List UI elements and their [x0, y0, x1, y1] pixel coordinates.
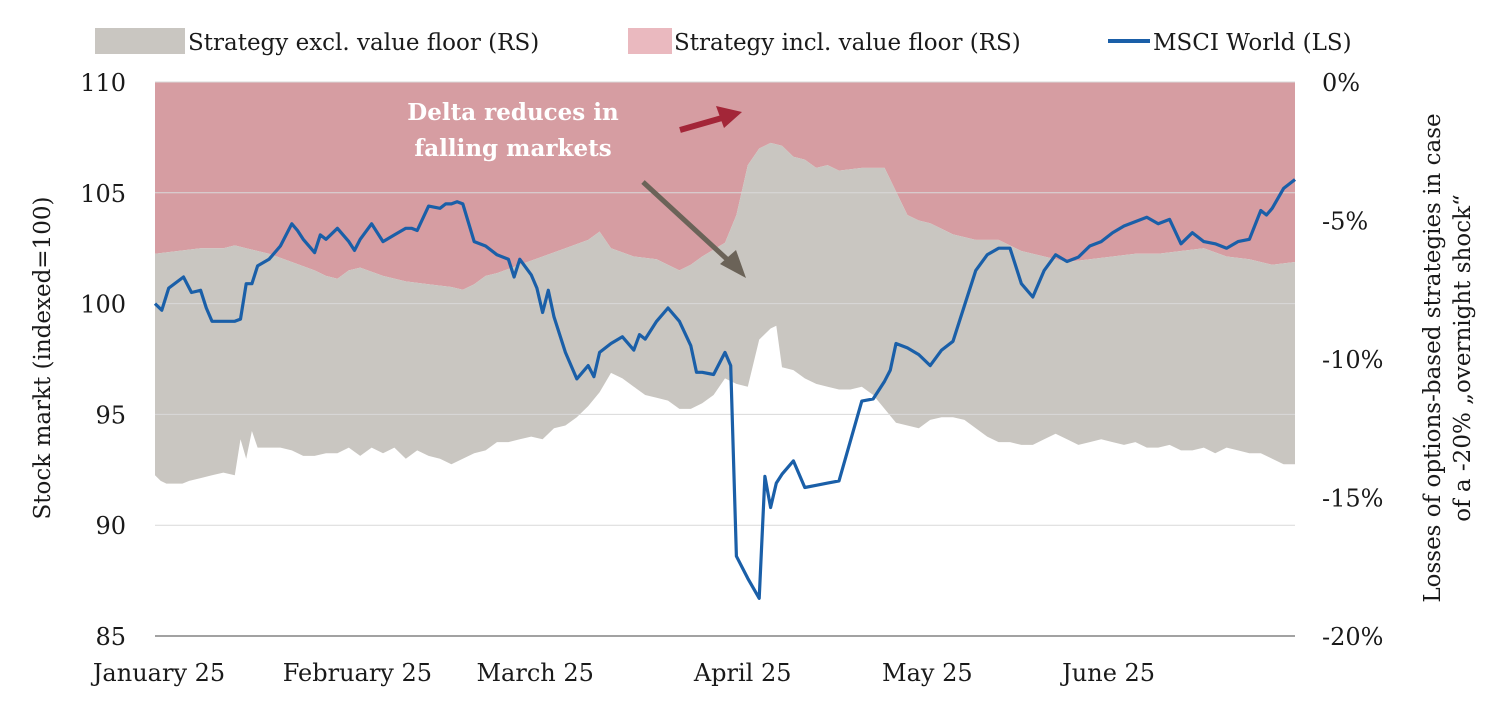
legend-item-msci: MSCI World (LS): [1108, 30, 1352, 56]
red-arrow-head: [716, 106, 742, 128]
plot-lines: [153, 178, 1296, 600]
right-tick-label: -15%: [1322, 485, 1383, 513]
red-arrow: [679, 106, 742, 133]
grey-arrow-head: [720, 250, 746, 278]
left-axis-title: Stock markt (indexed=100): [30, 197, 56, 520]
right-tick-label: -10%: [1322, 346, 1383, 374]
right-axis-title-line-2: of a -20% „overnight shock“: [1450, 194, 1476, 522]
annotation-line-2: falling markets: [414, 135, 611, 162]
legend-item-incl: Strategy incl. value floor (RS): [628, 28, 1021, 56]
left-tick-label: 85: [95, 623, 126, 651]
area-strategy-excl: [155, 142, 1295, 484]
legend-label-excl: Strategy excl. value floor (RS): [188, 30, 539, 56]
grey-arrow: [641, 180, 746, 278]
red-arrow-shaft: [679, 115, 723, 133]
series-line-msci-world: [153, 178, 1296, 600]
grey-arrow-shaft: [641, 180, 732, 264]
right-tick-label: -5%: [1322, 208, 1368, 236]
left-tick-label: 110: [80, 69, 126, 97]
x-tick-label: March 25: [476, 659, 593, 687]
legend-item-excl: Strategy excl. value floor (RS): [95, 28, 539, 56]
legend-label-incl: Strategy incl. value floor (RS): [674, 30, 1021, 56]
gridlines: [155, 81, 1295, 526]
legend-swatch-incl: [628, 28, 672, 54]
annotation-line-1: Delta reduces in: [407, 99, 619, 126]
left-tick-label: 95: [95, 401, 126, 429]
x-tick-label: June 25: [1059, 659, 1155, 687]
right-axis-title-line-1: Losses of options-based strategies in ca…: [1420, 113, 1446, 602]
x-tick-label: February 25: [283, 659, 432, 687]
x-tick-label: April 25: [693, 659, 792, 687]
plot-areas: [155, 82, 1295, 484]
right-tick-label: -20%: [1322, 623, 1383, 651]
x-tick-label: January 25: [90, 659, 225, 687]
right-tick-label: 0%: [1322, 69, 1360, 97]
legend-swatch-excl: [95, 28, 185, 54]
left-tick-label: 90: [95, 512, 126, 540]
x-tick-label: May 25: [882, 659, 973, 687]
left-tick-label: 100: [80, 291, 126, 319]
left-tick-label: 105: [80, 180, 126, 208]
legend-label-msci: MSCI World (LS): [1153, 30, 1352, 56]
axes: 85 90 95 100 105 110 0% -5% -10% -15% -20% January …: [80, 69, 1383, 687]
area-strategy-incl: [155, 82, 1295, 290]
legend: Strategy excl. value floor (RS) Strategy…: [95, 28, 1352, 56]
annotation: Delta reduces in falling markets: [407, 99, 746, 278]
